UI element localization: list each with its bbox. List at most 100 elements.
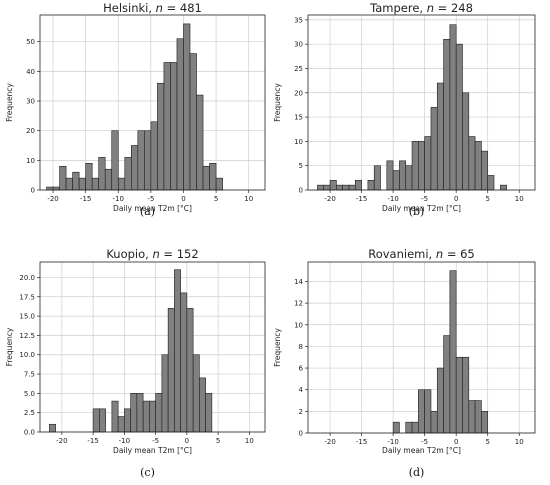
histogram-panel-3: -20 -15 -10 -5 0 5 10 0.0 2.5 5.0 7.5 10.0 12.5 15.0 1…	[5, 247, 266, 479]
histogram-bar	[405, 165, 413, 191]
histogram-bar	[436, 82, 444, 191]
histogram-bar	[117, 416, 125, 433]
histogram-bar	[487, 175, 495, 191]
y-tick-label: 10	[294, 321, 303, 329]
x-axis-label: Daily mean T2m [°C]	[113, 204, 192, 213]
y-tick-label: 8	[299, 343, 303, 351]
x-tick-label: 5	[485, 195, 489, 203]
y-tick-label: 50	[26, 38, 35, 46]
histogram-bar	[354, 179, 362, 191]
y-tick-label: 12.5	[19, 332, 35, 340]
histogram-bar	[49, 423, 56, 433]
histogram-bar	[348, 184, 356, 191]
y-tick-label: 25	[294, 65, 303, 73]
histogram-bar	[180, 292, 188, 433]
histogram-bar	[500, 184, 507, 191]
histogram-bar	[424, 136, 432, 191]
x-tick-label: -5	[421, 195, 428, 203]
x-tick-label: 10	[244, 195, 253, 203]
histogram-bar	[144, 130, 152, 191]
y-tick-label: 15	[294, 114, 303, 122]
histogram-bar	[202, 165, 210, 191]
histogram-bar	[131, 145, 139, 191]
y-tick-label: 20	[26, 127, 35, 135]
histogram-bar	[104, 168, 113, 191]
histogram-bar	[111, 130, 119, 191]
histogram-bar	[192, 354, 200, 433]
histogram-bar	[468, 136, 476, 191]
y-axis-label: Frequency	[273, 83, 282, 122]
histogram-bar	[367, 179, 375, 191]
x-tick-label: -20	[47, 195, 58, 203]
histogram-bar	[117, 177, 126, 191]
y-tick-label: 10.0	[19, 351, 35, 359]
histogram-bar	[124, 408, 131, 433]
x-tick-label: 5	[485, 438, 489, 446]
histogram-bar	[150, 121, 158, 191]
y-tick-label: 6	[299, 365, 304, 373]
histogram-bar	[468, 400, 476, 434]
histogram-bar	[98, 157, 106, 191]
histogram-bar	[424, 389, 432, 434]
x-tick-label: 5	[216, 437, 220, 445]
histogram-bar	[392, 170, 400, 191]
plot-frame	[39, 261, 266, 433]
histogram-bar	[443, 335, 451, 434]
histogram-bar	[449, 270, 457, 434]
x-tick-label: -10	[113, 195, 124, 203]
histogram-bar	[142, 400, 150, 433]
histogram-bar	[136, 393, 144, 433]
histogram-bar	[78, 177, 86, 191]
histogram-bar	[418, 389, 425, 434]
x-axis-label: Daily mean T2m [°C]	[113, 446, 192, 455]
x-tick-label: -15	[356, 438, 367, 446]
histogram-bar	[418, 141, 425, 191]
x-tick-label: 10	[515, 195, 524, 203]
chart-title: Helsinki, n = 481	[103, 1, 202, 15]
chart-title: Tampere, n = 248	[369, 1, 473, 15]
y-tick-label: 5.0	[24, 390, 35, 398]
x-axis-label: Daily mean T2m [°C]	[382, 446, 461, 455]
histogram-bar	[52, 186, 60, 191]
histogram-bar	[130, 393, 138, 433]
histogram-bar	[111, 400, 119, 433]
histogram-bar	[455, 43, 463, 191]
histogram-bar	[411, 141, 419, 191]
histogram-bar	[323, 184, 331, 191]
y-tick-label: 2.5	[24, 409, 35, 417]
histogram-bar	[215, 177, 223, 191]
y-tick-label: 0	[31, 187, 35, 195]
histogram-bar	[205, 393, 213, 433]
histogram-bar	[342, 184, 350, 191]
y-tick-label: 30	[294, 41, 303, 49]
panel-caption: (c)	[140, 466, 155, 479]
histogram-bar	[373, 165, 381, 191]
histogram-bar	[176, 38, 184, 191]
y-tick-label: 14	[294, 278, 303, 286]
histogram-bar	[46, 186, 54, 191]
x-tick-label: -10	[387, 195, 398, 203]
histogram-bar	[137, 130, 145, 191]
x-tick-label: -15	[80, 195, 91, 203]
y-tick-label: 20.0	[19, 274, 35, 282]
x-axis-label: Daily mean T2m [°C]	[382, 204, 461, 213]
y-tick-label: 7.5	[24, 371, 35, 379]
histogram-bar	[92, 408, 100, 433]
x-tick-label: -15	[87, 437, 98, 445]
x-tick-label: 10	[245, 437, 254, 445]
x-tick-label: 0	[454, 195, 458, 203]
histogram-bar	[161, 354, 169, 433]
histogram-bar	[462, 356, 470, 434]
histogram-bar	[411, 421, 419, 434]
y-tick-label: 10	[294, 138, 303, 146]
histogram-bar	[209, 163, 217, 191]
histogram-bar	[405, 421, 413, 434]
y-tick-label: 17.5	[19, 293, 35, 301]
y-tick-label: 30	[26, 98, 35, 106]
histogram-bar	[392, 421, 400, 434]
panel-caption: (b)	[409, 205, 425, 218]
x-tick-label: -5	[147, 195, 154, 203]
chart-title: Rovaniemi, n = 65	[368, 247, 475, 261]
histogram-bar	[443, 39, 451, 191]
histogram-bar	[72, 171, 80, 191]
